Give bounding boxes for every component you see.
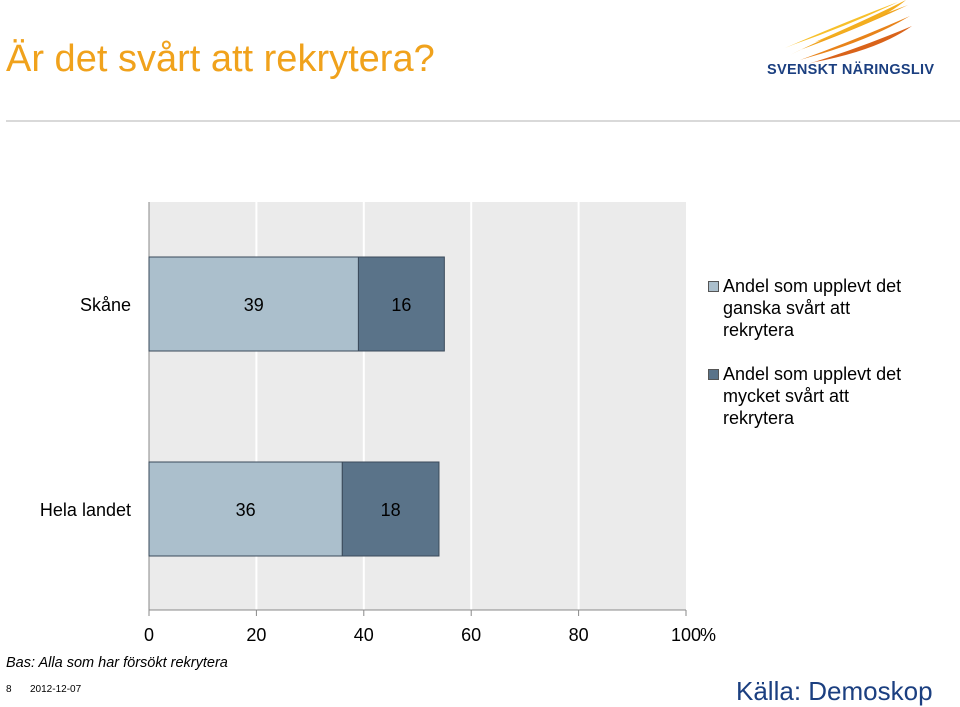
x-tick-label: 80 (569, 625, 589, 645)
legend-label-ganska-svart: Andel som upplevt det ganska svårt att r… (723, 276, 902, 340)
logo-wordmark: SVENSKT NÄRINGSLIV (767, 62, 935, 78)
x-tick-label: 100 (671, 625, 701, 645)
title-divider (6, 120, 960, 122)
x-tick-label: 40 (354, 625, 374, 645)
legend-swatch-light (708, 281, 719, 292)
x-tick-label: 20 (246, 625, 266, 645)
category-label: Hela landet (40, 500, 131, 520)
bar-segment (148, 256, 359, 352)
logo-flame-icon (785, 0, 912, 64)
source-credit: Källa: Demoskop (736, 676, 933, 706)
data-label: 39 (244, 295, 264, 315)
category-label: Skåne (80, 295, 131, 315)
legend-label-mycket-svart: Andel som upplevt det mycket svårt att r… (723, 364, 902, 428)
bar-segment (341, 461, 440, 557)
data-label: 36 (236, 500, 256, 520)
x-unit-label: % (700, 625, 716, 645)
bar-segment (148, 461, 343, 557)
bar-segment (357, 256, 445, 352)
page-number: 8 (6, 684, 12, 695)
data-label: 16 (391, 295, 411, 315)
base-footnote: Bas: Alla som har försökt rekrytera (6, 655, 228, 671)
svenskt-naringsliv-logo (785, 0, 912, 64)
page-title: Är det svårt att rekrytera? (6, 38, 435, 80)
x-tick-label: 60 (461, 625, 481, 645)
x-tick-label: 0 (144, 625, 154, 645)
slide-date: 2012-12-07 (30, 684, 82, 695)
data-label: 18 (381, 500, 401, 520)
legend-swatch-dark (708, 369, 719, 380)
